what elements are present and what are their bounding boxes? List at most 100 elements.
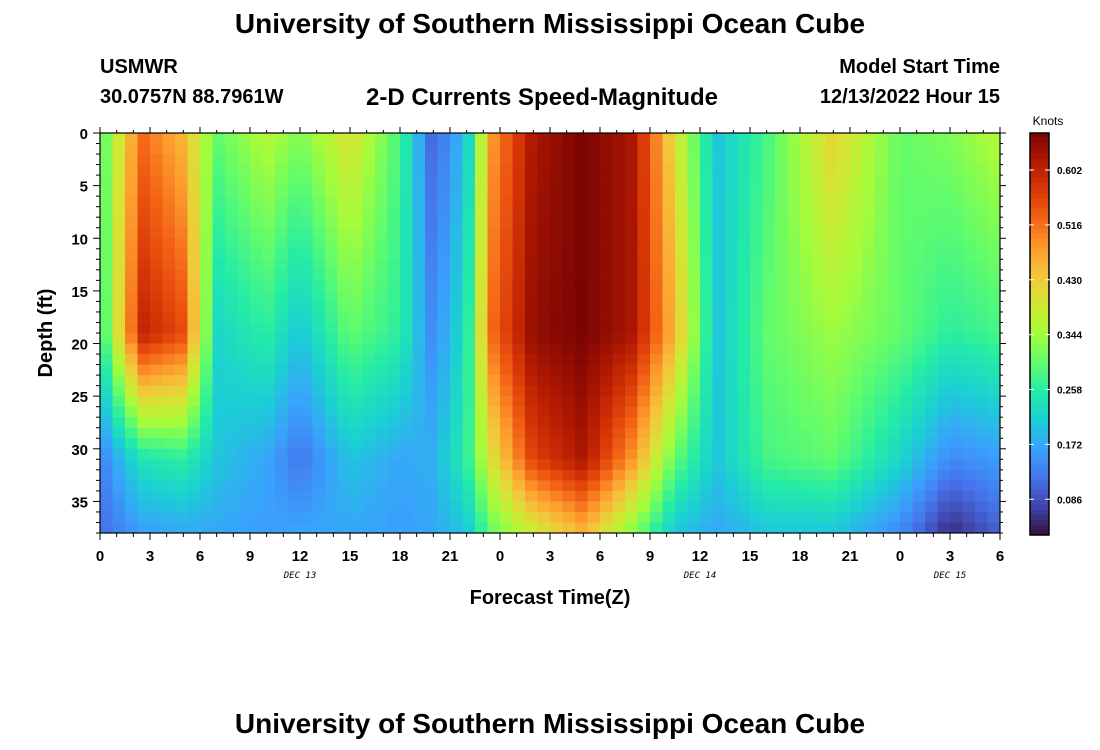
heatmap-cell xyxy=(625,396,638,408)
heatmap-cell xyxy=(912,364,926,376)
heatmap-cell xyxy=(112,354,126,365)
heatmap-cell xyxy=(562,185,576,197)
heatmap-cell xyxy=(750,238,763,250)
heatmap-cell xyxy=(125,522,138,534)
heatmap-cell xyxy=(675,375,688,387)
heatmap-cell xyxy=(487,322,501,334)
heatmap-cell xyxy=(687,290,701,302)
heatmap-cell xyxy=(175,364,188,376)
heatmap-cell xyxy=(125,343,138,355)
heatmap-cell xyxy=(425,311,438,323)
heatmap-cell xyxy=(287,406,301,418)
heatmap-cell xyxy=(237,490,251,502)
heatmap-cell xyxy=(100,185,113,197)
heatmap-cell xyxy=(562,417,576,429)
heatmap-cell xyxy=(600,448,613,460)
heatmap-cell xyxy=(112,417,126,429)
heatmap-cell xyxy=(550,154,563,165)
heatmap-cell xyxy=(837,259,851,271)
heatmap-cell xyxy=(762,164,776,176)
heatmap-cell xyxy=(187,385,201,397)
heatmap-cell xyxy=(162,438,176,450)
heatmap-cell xyxy=(412,490,426,502)
heatmap-cell xyxy=(100,448,113,460)
heatmap-cell xyxy=(737,385,751,397)
heatmap-cell xyxy=(437,164,451,176)
heatmap-cell xyxy=(562,217,576,229)
heatmap-cell xyxy=(750,438,763,450)
heatmap-cell xyxy=(462,417,476,429)
heatmap-cell xyxy=(975,417,988,429)
heatmap-cell xyxy=(875,164,888,176)
heatmap-cell xyxy=(987,364,1001,376)
heatmap-cell xyxy=(612,290,626,302)
heatmap-cell xyxy=(587,448,601,460)
heatmap-cell xyxy=(875,133,888,144)
heatmap-cell xyxy=(950,490,963,502)
heatmap-cell xyxy=(250,343,263,355)
heatmap-cell xyxy=(900,154,913,165)
heatmap-cell xyxy=(212,164,226,176)
heatmap-cell xyxy=(825,269,838,281)
heatmap-cell xyxy=(500,364,513,376)
heatmap-cell xyxy=(112,217,126,229)
heatmap-cell xyxy=(550,343,563,355)
heatmap-cell xyxy=(600,269,613,281)
heatmap-cell xyxy=(650,206,663,218)
heatmap-cell xyxy=(625,185,638,197)
heatmap-cell xyxy=(487,280,501,292)
heatmap-cell xyxy=(850,175,863,187)
heatmap-cell xyxy=(725,375,738,387)
heatmap-cell xyxy=(462,469,476,481)
heatmap-cell xyxy=(350,438,363,450)
heatmap-cell xyxy=(550,501,563,513)
heatmap-cell xyxy=(962,259,976,271)
heatmap-cell xyxy=(162,175,176,187)
heatmap-cell xyxy=(712,490,726,502)
heatmap-cell xyxy=(787,311,801,323)
heatmap-cell xyxy=(312,427,326,439)
heatmap-cell xyxy=(587,154,601,165)
heatmap-cell xyxy=(187,438,201,450)
heatmap-cell xyxy=(300,269,313,281)
colorbar-segment xyxy=(1030,298,1049,305)
heatmap-cell xyxy=(200,133,213,144)
heatmap-cell xyxy=(937,385,951,397)
colorbar-tick-label: 0.086 xyxy=(1057,495,1082,506)
heatmap-cell xyxy=(150,343,163,355)
heatmap-cell xyxy=(462,143,476,155)
heatmap-cell xyxy=(625,175,638,187)
heatmap-cell xyxy=(912,248,926,260)
heatmap-cell xyxy=(200,259,213,271)
heatmap-cell xyxy=(725,311,738,323)
heatmap-cell xyxy=(950,301,963,313)
heatmap-cell xyxy=(825,280,838,292)
heatmap-cell xyxy=(462,280,476,292)
heatmap-cell xyxy=(300,438,313,450)
heatmap-cell xyxy=(362,311,376,323)
heatmap-cell xyxy=(387,196,401,208)
heatmap-cell xyxy=(262,343,276,355)
heatmap-cell xyxy=(737,448,751,460)
heatmap-cell xyxy=(925,459,938,471)
heatmap-cell xyxy=(112,480,126,492)
heatmap-cell xyxy=(725,396,738,408)
heatmap-cell xyxy=(837,469,851,481)
heatmap-cell xyxy=(387,417,401,429)
heatmap-cell xyxy=(812,396,826,408)
heatmap-cell xyxy=(312,480,326,492)
heatmap-cell xyxy=(100,354,113,365)
heatmap-cell xyxy=(337,385,351,397)
heatmap-cell xyxy=(275,406,288,418)
heatmap-cell xyxy=(475,311,488,323)
heatmap-cell xyxy=(925,206,938,218)
heatmap-cell xyxy=(675,448,688,460)
heatmap-cell xyxy=(575,406,588,418)
heatmap-cell xyxy=(250,290,263,302)
heatmap-cell xyxy=(700,511,713,523)
heatmap-cell xyxy=(475,133,488,144)
heatmap-cell xyxy=(800,469,813,481)
heatmap-cell xyxy=(100,417,113,429)
heatmap-cell xyxy=(537,490,551,502)
